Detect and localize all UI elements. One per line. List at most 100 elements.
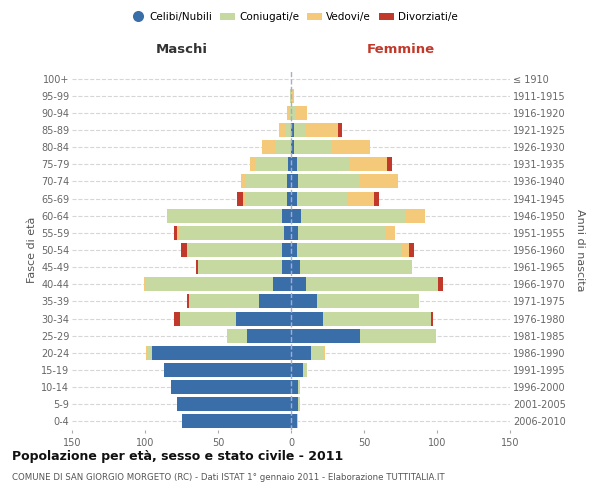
Bar (291, 243, 297, 257)
Bar (297, 243, 402, 257)
Bar (246, 174, 287, 188)
Bar (437, 278, 439, 291)
Bar (291, 140, 294, 154)
Bar (291, 312, 323, 326)
Bar (409, 243, 413, 257)
Bar (169, 208, 282, 222)
Bar (282, 260, 291, 274)
Bar (292, 88, 294, 102)
Bar (284, 226, 291, 240)
Bar (189, 294, 259, 308)
Bar (291, 328, 359, 342)
Bar (297, 158, 349, 172)
Bar (291, 294, 317, 308)
Bar (152, 346, 291, 360)
Bar (406, 208, 425, 222)
Bar (291, 106, 295, 120)
Legend: Celibi/Nubili, Coniugati/e, Vedovi/e, Divorziati/e: Celibi/Nubili, Coniugati/e, Vedovi/e, Di… (126, 8, 462, 26)
Bar (287, 174, 291, 188)
Text: Popolazione per età, sesso e stato civile - 2011: Popolazione per età, sesso e stato civil… (12, 450, 343, 463)
Bar (287, 192, 291, 205)
Bar (317, 294, 419, 308)
Bar (187, 294, 189, 308)
Bar (291, 278, 305, 291)
Bar (386, 226, 395, 240)
Bar (359, 174, 398, 188)
Bar (282, 243, 291, 257)
Bar (411, 260, 412, 274)
Bar (287, 106, 290, 120)
Text: COMUNE DI SAN GIORGIO MORGETO (RC) - Dati ISTAT 1° gennaio 2011 - Elaborazione T: COMUNE DI SAN GIORGIO MORGETO (RC) - Dat… (12, 472, 445, 482)
Bar (291, 123, 294, 137)
Bar (227, 328, 247, 342)
Bar (288, 158, 291, 172)
Bar (182, 414, 291, 428)
Bar (171, 380, 291, 394)
Bar (187, 243, 282, 257)
Bar (323, 346, 325, 360)
Bar (246, 192, 287, 205)
Bar (338, 123, 342, 137)
Bar (282, 208, 291, 222)
Bar (291, 260, 300, 274)
Bar (301, 208, 406, 222)
Bar (146, 346, 148, 360)
Bar (280, 123, 285, 137)
Bar (431, 312, 433, 326)
Bar (164, 363, 291, 377)
Bar (259, 294, 291, 308)
Bar (297, 192, 348, 205)
Bar (241, 174, 246, 188)
Bar (297, 414, 298, 428)
Bar (291, 226, 298, 240)
Bar (277, 140, 291, 154)
Bar (180, 312, 236, 326)
Bar (323, 312, 431, 326)
Bar (294, 140, 332, 154)
Bar (243, 192, 246, 205)
Bar (298, 226, 386, 240)
Y-axis label: Anni di nascita: Anni di nascita (575, 209, 585, 291)
Bar (197, 260, 282, 274)
Bar (179, 226, 284, 240)
Bar (305, 123, 338, 137)
Bar (145, 278, 274, 291)
Bar (291, 158, 297, 172)
Bar (291, 208, 301, 222)
Bar (174, 226, 177, 240)
Bar (311, 346, 323, 360)
Bar (294, 123, 305, 137)
Bar (291, 363, 302, 377)
Bar (167, 208, 169, 222)
Bar (402, 243, 409, 257)
Bar (295, 106, 307, 120)
Bar (388, 158, 392, 172)
Bar (196, 260, 197, 274)
Y-axis label: Fasce di età: Fasce di età (26, 217, 37, 283)
Bar (300, 260, 411, 274)
Bar (256, 158, 288, 172)
Text: Femmine: Femmine (367, 44, 434, 57)
Bar (298, 398, 300, 411)
Bar (359, 328, 436, 342)
Bar (291, 414, 297, 428)
Bar (291, 346, 311, 360)
Bar (237, 192, 243, 205)
Bar (177, 398, 291, 411)
Bar (174, 312, 180, 326)
Bar (247, 328, 291, 342)
Bar (262, 140, 277, 154)
Bar (302, 363, 307, 377)
Bar (291, 380, 298, 394)
Bar (290, 106, 291, 120)
Bar (285, 123, 291, 137)
Text: Maschi: Maschi (155, 44, 208, 57)
Bar (290, 88, 291, 102)
Bar (291, 174, 298, 188)
Bar (274, 278, 291, 291)
Bar (374, 192, 379, 205)
Bar (291, 398, 298, 411)
Bar (250, 158, 256, 172)
Bar (236, 312, 291, 326)
Bar (439, 278, 443, 291)
